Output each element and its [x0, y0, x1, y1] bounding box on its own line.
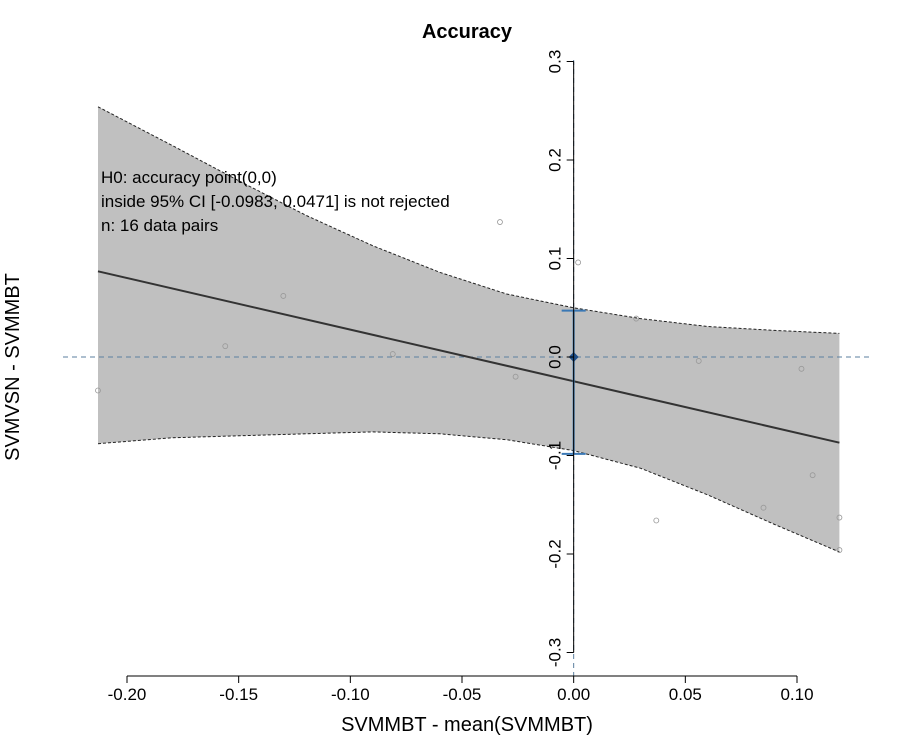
annotation-line-2: inside 95% CI [-0.0983, 0.0471] is not r…	[101, 192, 450, 211]
x-tick-label: -0.05	[443, 685, 482, 704]
x-tick-label: -0.15	[219, 685, 258, 704]
data-point-14	[836, 514, 843, 521]
confidence-band	[98, 106, 840, 553]
band-upper-edge	[97, 106, 840, 334]
x-tick-label: -0.20	[108, 685, 147, 704]
band-lower-edge	[97, 431, 840, 553]
data-point-10	[695, 358, 702, 364]
regression-line	[97, 270, 840, 444]
data-point-15	[836, 547, 843, 553]
y-tick-label: -0.2	[546, 539, 565, 568]
data-point-7	[575, 259, 582, 266]
annotation-line-3: n: 16 data pairs	[101, 216, 218, 235]
data-point-11	[760, 504, 767, 511]
data-point-13	[809, 472, 816, 479]
annotation-line-1: H0: accuracy point(0,0)	[101, 168, 277, 187]
x-tick-label: -0.10	[331, 685, 370, 704]
y-tick-label: -0.3	[546, 638, 565, 667]
data-point-3	[280, 293, 287, 299]
y-tick-label: 0.2	[546, 148, 565, 172]
data-point-5	[497, 219, 503, 225]
data-point-6	[512, 373, 519, 380]
confidence-band-layer	[97, 106, 840, 553]
y-tick-label: 0.1	[546, 247, 565, 271]
data-points-layer	[95, 219, 843, 553]
y-tick-label: 0.0	[546, 345, 565, 369]
axes-layer: -0.20 -0.15 -0.10 -0.05 0.00 0.05 0.10 -0.3 -0.2…	[108, 50, 814, 704]
annotation-box: H0: accuracy point(0,0) inside 95% CI [-…	[101, 168, 450, 235]
y-axis-label: SVMVSN - SVMMBT	[2, 273, 24, 461]
x-tick-label: 0.05	[669, 685, 702, 704]
data-point-12	[798, 365, 805, 372]
y-tick-label: 0.3	[546, 50, 565, 74]
y-tick-label: -0.1	[546, 441, 565, 470]
chart-title: Accuracy	[422, 21, 513, 43]
data-point-1	[95, 387, 101, 394]
data-point-4	[389, 351, 396, 357]
data-point-2	[222, 343, 229, 350]
x-tick-label: 0.10	[780, 685, 813, 704]
regression-line-layer	[97, 270, 840, 444]
data-point-8	[633, 315, 640, 322]
x-tick-label: 0.00	[557, 685, 590, 704]
x-axis-label: SVMMBT - mean(SVMMBT)	[341, 714, 593, 736]
data-point-9	[653, 517, 660, 524]
